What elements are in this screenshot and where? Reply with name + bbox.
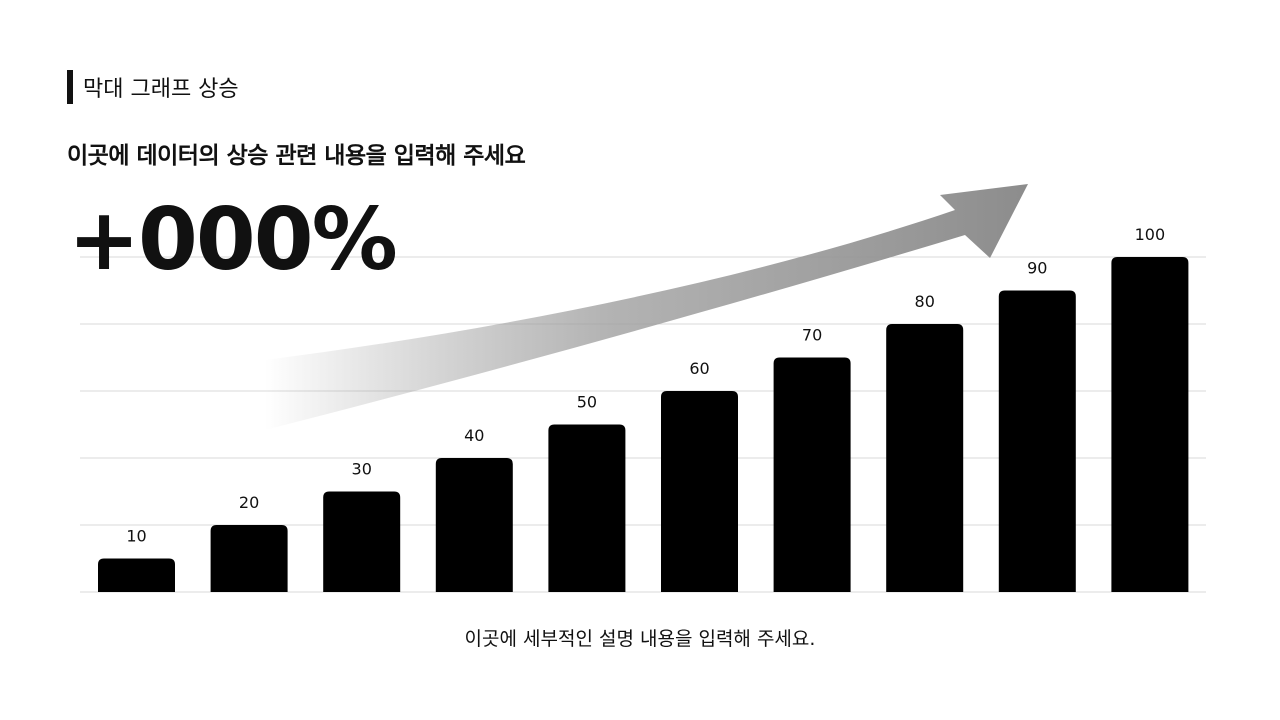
headline: 이곳에 데이터의 상승 관련 내용을 입력해 주세요 [67,143,526,169]
bar [661,391,738,592]
bar [210,525,288,592]
data-label: 60 [689,359,709,378]
data-label: 100 [1135,225,1166,244]
caption: 이곳에 세부적인 설명 내용을 입력해 주세요. [464,628,816,650]
data-label: 70 [802,326,822,345]
bar [323,491,401,592]
arrow-icon [265,184,1028,430]
data-label: 90 [1027,259,1047,278]
bar [773,357,851,592]
data-label: 30 [352,460,372,479]
bar [886,324,964,592]
data-label: 80 [915,292,935,311]
big-value: +000% [68,190,398,290]
bar [98,558,175,592]
section-title-text: 막대 그래프 상승 [83,77,239,102]
title-accent-bar [67,70,73,104]
data-label: 50 [577,393,597,412]
bar [1111,257,1189,592]
section-title: 막대 그래프 상승 [67,70,239,104]
data-label: 10 [126,527,146,546]
data-label: 20 [239,493,259,512]
bar [435,458,513,592]
data-label: 40 [464,426,484,445]
bar [548,424,626,592]
bar [998,290,1076,592]
